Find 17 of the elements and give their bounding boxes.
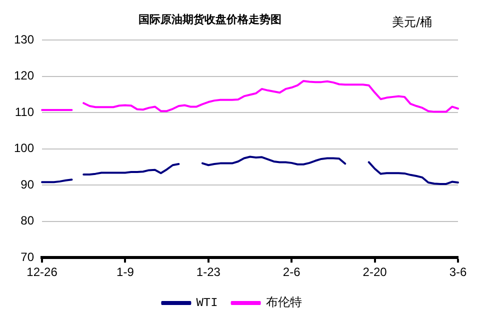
y-tick-label: 80 [20,214,34,228]
y-tick-label: 130 [14,32,34,46]
chart-title: 国际原油期货收盘价格走势图 [138,12,282,27]
x-tick-label: 3-6 [449,265,467,280]
x-tick-label: 1-23 [196,265,221,280]
x-tick-label: 1-9 [116,265,134,280]
x-tick-label: 2-6 [282,265,301,280]
legend-label: 布伦特 [266,296,302,310]
y-tick-label: 90 [20,177,34,192]
y-tick-label: 120 [14,68,34,83]
x-tick-label: 12-26 [26,265,58,280]
y-tick-label: 110 [14,104,34,119]
y-tick-label: 70 [20,250,34,264]
legend-label: WTI [196,296,218,310]
x-tick-label: 2-20 [362,265,388,280]
y-axis-title: 美元/桶 [392,14,432,31]
y-tick-label: 100 [14,141,34,156]
